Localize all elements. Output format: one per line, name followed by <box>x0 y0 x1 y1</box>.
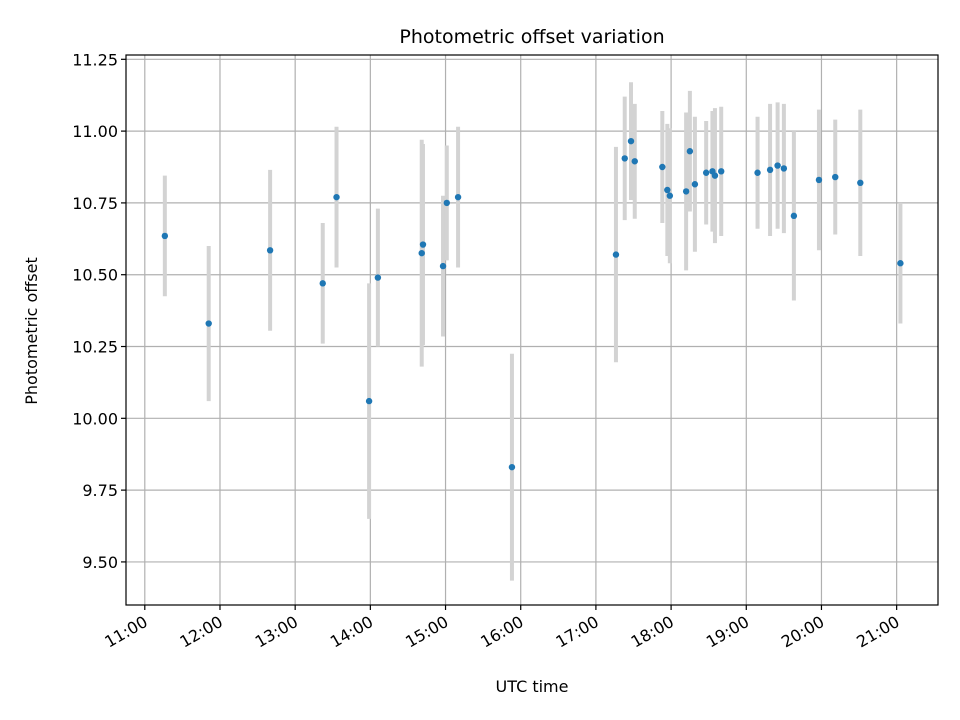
data-point <box>374 274 382 281</box>
grid <box>126 55 938 605</box>
data-point <box>659 163 666 171</box>
data-point <box>664 186 671 194</box>
x-axis-title: UTC time <box>496 677 569 696</box>
data-point <box>766 166 774 174</box>
data-point <box>419 241 427 248</box>
y-tick-label: 10.00 <box>72 409 118 428</box>
y-axis-ticks: 9.50 9.75 10.00 10.25 10.50 10.75 11.00 11.25 <box>72 50 126 572</box>
data-point <box>686 148 694 155</box>
y-axis-title: Photometric offset <box>22 257 41 405</box>
data-point <box>621 155 628 162</box>
data-point <box>439 262 447 270</box>
data-point <box>711 172 719 179</box>
data-point <box>443 199 450 207</box>
y-tick-label: 10.50 <box>72 266 118 285</box>
data-point <box>682 188 690 195</box>
data-point <box>790 212 798 220</box>
data-point <box>815 176 823 184</box>
data-point <box>832 173 839 181</box>
y-tick-label: 11.25 <box>72 50 118 69</box>
data-point <box>365 397 373 405</box>
data-point <box>780 165 788 172</box>
data-points <box>161 137 904 471</box>
data-point <box>718 168 725 175</box>
chart-title: Photometric offset variation <box>399 26 664 48</box>
data-point <box>161 232 169 240</box>
data-point <box>774 162 781 169</box>
data-point <box>454 193 462 201</box>
data-point <box>627 137 635 145</box>
data-point <box>266 247 274 254</box>
y-tick-label: 10.75 <box>72 194 118 213</box>
data-point <box>418 249 425 257</box>
data-point <box>691 181 699 188</box>
data-point <box>205 320 212 327</box>
y-tick-label: 9.50 <box>82 553 118 572</box>
data-point <box>612 251 620 258</box>
data-point <box>754 169 761 176</box>
data-point <box>631 158 638 165</box>
data-point <box>333 193 340 201</box>
data-point <box>897 260 904 267</box>
y-tick-label: 10.25 <box>72 338 118 357</box>
data-point <box>319 280 326 287</box>
y-tick-label: 11.00 <box>72 122 118 141</box>
data-point <box>508 463 516 471</box>
data-point <box>702 169 710 176</box>
y-tick-label: 9.75 <box>82 481 118 500</box>
plot-frame <box>125 54 939 606</box>
data-point <box>666 192 674 199</box>
data-point <box>857 179 864 187</box>
